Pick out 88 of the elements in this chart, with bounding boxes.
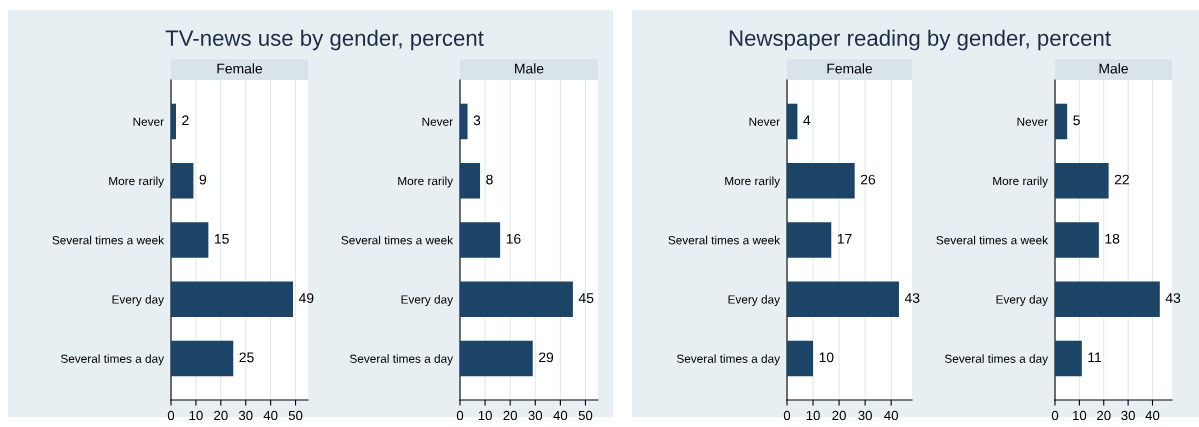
data-label: 43 <box>1165 293 1181 303</box>
y-tick-label: Every day <box>401 294 454 306</box>
data-label: 11 <box>1088 352 1102 363</box>
chart-subtitle: Female <box>827 63 873 74</box>
y-tick-label: Several times a week <box>52 235 165 245</box>
data-label: 5 <box>1073 115 1080 126</box>
data-label: 15 <box>214 234 229 244</box>
x-tick-label: 10 <box>478 410 492 421</box>
y-tick-label: Several times a week <box>341 235 454 245</box>
x-tick-label: 20 <box>214 410 228 421</box>
chart-subtitle: Male <box>515 63 544 74</box>
data-label: 45 <box>578 293 594 303</box>
x-tick-label: 30 <box>528 410 543 421</box>
data-label: 9 <box>199 174 207 185</box>
x-tick-label: 0 <box>1051 410 1059 421</box>
bar <box>460 162 481 199</box>
x-tick-label: 0 <box>167 410 175 421</box>
bar <box>1055 162 1109 199</box>
bar <box>460 103 468 140</box>
bar <box>171 222 209 258</box>
x-tick-label: 10 <box>806 410 820 421</box>
data-label: 25 <box>239 352 254 363</box>
y-tick-label: Several times a day <box>60 354 165 366</box>
x-tick-label: 0 <box>783 410 791 421</box>
data-label: 29 <box>539 352 554 363</box>
data-label: 22 <box>1114 174 1129 185</box>
bar <box>460 281 573 318</box>
data-label: 18 <box>1105 233 1120 244</box>
data-label: 43 <box>904 293 920 303</box>
chart-subtitle: Female <box>217 63 263 74</box>
x-tick-label: 30 <box>858 410 872 421</box>
y-tick-label: Never <box>749 117 780 126</box>
bar <box>1055 222 1099 258</box>
y-tick-label: Several times a week <box>668 235 781 245</box>
y-tick-label: Never <box>422 117 453 126</box>
y-tick-label: Never <box>1017 117 1048 126</box>
bar <box>171 103 176 140</box>
bar <box>787 222 832 258</box>
bar <box>1055 103 1068 140</box>
data-label: 49 <box>298 293 314 303</box>
x-tick-label: 20 <box>503 410 517 421</box>
data-label: 2 <box>182 115 189 126</box>
chart-title: Newspaper reading by gender, percent <box>729 29 1111 51</box>
y-tick-label: Several times a day <box>944 354 1049 366</box>
x-tick-label: 40 <box>1145 410 1160 421</box>
y-tick-label: Every day <box>728 294 781 306</box>
bar <box>1055 281 1160 318</box>
data-label: 3 <box>473 115 481 126</box>
x-tick-label: 50 <box>288 410 303 421</box>
y-tick-label: Every day <box>996 294 1049 306</box>
bar <box>171 162 194 199</box>
y-tick-label: Several times a day <box>349 354 454 366</box>
y-tick-label: More rarily <box>993 176 1049 188</box>
y-tick-label: Several times a day <box>676 354 781 366</box>
data-label: 16 <box>506 233 521 244</box>
chart-title: TV-news use by gender, percent <box>165 29 484 51</box>
y-tick-label: More rarily <box>398 176 454 188</box>
data-label: 10 <box>819 352 834 363</box>
x-tick-label: 0 <box>456 410 464 421</box>
x-tick-label: 40 <box>553 410 568 421</box>
chart-subtitle: Male <box>1099 63 1128 74</box>
x-tick-label: 40 <box>884 410 898 421</box>
x-tick-label: 20 <box>832 410 846 421</box>
bar <box>787 162 855 199</box>
x-tick-label: 40 <box>263 410 278 421</box>
x-tick-label: 10 <box>189 410 203 421</box>
bar <box>1055 340 1082 377</box>
x-tick-label: 10 <box>1073 410 1087 421</box>
y-tick-label: Several times a week <box>936 235 1049 245</box>
bar <box>787 281 899 318</box>
x-tick-label: 20 <box>1097 410 1111 421</box>
data-label: 26 <box>860 174 876 185</box>
x-tick-label: 30 <box>1121 410 1135 421</box>
data-label: 4 <box>803 115 811 126</box>
y-tick-label: Every day <box>112 294 165 306</box>
y-tick-label: Never <box>133 117 164 126</box>
x-tick-label: 50 <box>578 410 593 421</box>
bar <box>171 281 294 318</box>
x-tick-label: 30 <box>238 410 253 421</box>
data-label: 8 <box>486 174 493 185</box>
data-label: 17 <box>837 234 852 244</box>
bar <box>460 222 501 258</box>
bar <box>460 340 533 377</box>
y-tick-label: More rarily <box>109 176 165 188</box>
y-tick-label: More rarily <box>725 176 781 188</box>
bar <box>171 340 234 377</box>
bar <box>787 103 798 140</box>
bar <box>787 340 814 377</box>
